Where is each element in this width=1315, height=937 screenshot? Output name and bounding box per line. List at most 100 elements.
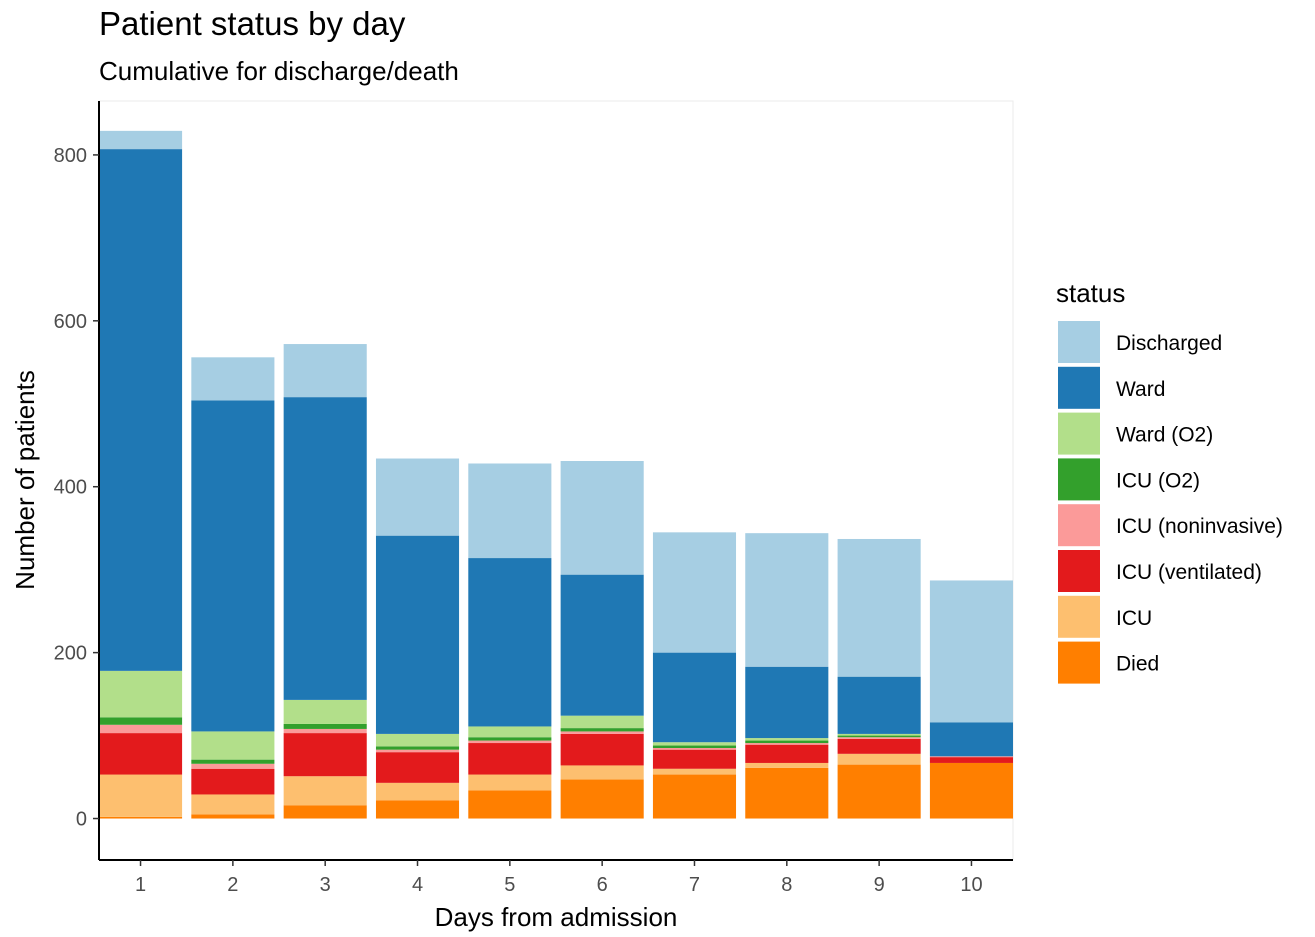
bar-day-1-discharged [99, 130, 183, 150]
bar-day-9-discharged [837, 538, 921, 677]
bar-day-6-discharged [560, 461, 644, 575]
y-tick-label: 600 [54, 311, 87, 333]
bar-day-10-died [929, 762, 1013, 819]
legend-key-icu-ventilated [1058, 550, 1100, 592]
legend-key-icu [1058, 595, 1100, 638]
x-tick-label: 5 [504, 874, 515, 896]
x-tick-label: 4 [412, 874, 423, 896]
legend-label-ward-o2: Ward (O2) [1116, 424, 1213, 447]
bar-day-9-icu-noninvasive [837, 737, 921, 739]
bar-day-7-died [652, 774, 737, 819]
bar-day-4-ward-o2 [375, 733, 460, 747]
bar-day-7-icu-ventilated [652, 749, 737, 769]
bar-day-9-died [837, 764, 921, 819]
bar-day-5-died [468, 790, 552, 819]
bar-day-8-icu-ventilated [745, 744, 829, 763]
bar-day-3-ward-o2 [283, 699, 367, 724]
bar-day-8-died [745, 767, 829, 819]
legend-label-icu-ventilated: ICU (ventilated) [1116, 561, 1262, 584]
bar-day-4-died [375, 800, 460, 819]
bar-day-10-icu-noninvasive [929, 756, 1013, 758]
y-tick-label: 0 [76, 809, 87, 831]
bar-day-6-ward-o2 [560, 715, 644, 729]
x-ticks: 1 2 3 4 5 6 7 8 9 10 [135, 860, 983, 896]
bar-day-2-died [191, 814, 275, 819]
legend-label-ward: Ward [1116, 378, 1165, 401]
bar-day-6-icu [560, 765, 644, 780]
bar-day-7-icu [652, 768, 737, 775]
bar-day-2-ward [191, 400, 275, 732]
x-tick-label: 7 [689, 874, 700, 896]
bar-day-3-icu-o2 [283, 723, 367, 729]
bar-day-7-ward-o2 [652, 742, 737, 746]
x-tick-label: 3 [320, 874, 331, 896]
legend-label-icu-o2: ICU (O2) [1116, 469, 1200, 492]
bar-day-10-icu-ventilated [929, 757, 1013, 763]
bar-day-8-ward-o2 [745, 738, 829, 741]
y-tick-label: 200 [54, 643, 87, 665]
bar-day-6-icu-ventilated [560, 733, 644, 766]
bar-day-8-icu-o2 [745, 740, 829, 744]
bar-day-5-icu-noninvasive [468, 740, 552, 744]
legend: Discharged Ward Ward (O2) ICU (O2) ICU (noni… [1058, 321, 1283, 684]
bar-day-4-discharged [375, 458, 460, 536]
x-tick-label: 2 [227, 874, 238, 896]
legend-key-ward-o2 [1058, 412, 1100, 455]
bar-day-8-ward [745, 666, 829, 739]
bar-day-6-died [560, 779, 644, 819]
bar-day-1-icu-noninvasive [99, 724, 183, 734]
bar-day-2-icu-ventilated [191, 768, 275, 795]
bar-day-4-ward [375, 535, 460, 734]
bar-day-1-icu [99, 774, 183, 817]
legend-label-icu: ICU [1116, 607, 1152, 630]
bar-day-7-discharged [652, 532, 737, 653]
legend-title: status [1056, 278, 1125, 308]
bar-day-9-icu-ventilated [837, 738, 921, 754]
legend-key-icu-o2 [1058, 458, 1100, 501]
x-tick-label: 8 [781, 874, 792, 896]
bar-day-5-icu-ventilated [468, 743, 552, 775]
x-tick-label: 10 [960, 874, 982, 896]
bar-day-10-ward [929, 722, 1013, 757]
bar-day-5-ward-o2 [468, 726, 552, 738]
bar-day-7-ward [652, 652, 737, 743]
x-tick-label: 9 [874, 874, 885, 896]
chart-subtitle: Cumulative for discharge/death [99, 56, 459, 86]
bar-day-1-icu-ventilated [99, 733, 183, 775]
bar-day-5-discharged [468, 463, 552, 559]
legend-label-died: Died [1116, 653, 1159, 676]
bar-day-2-icu-noninvasive [191, 763, 275, 769]
bar-day-3-icu [283, 776, 367, 806]
bar-day-2-discharged [191, 357, 275, 401]
bar-day-6-ward [560, 574, 644, 716]
bar-day-2-icu-o2 [191, 759, 275, 764]
bar-day-8-discharged [745, 533, 829, 667]
bar-day-4-icu-noninvasive [375, 749, 460, 753]
bar-day-1-icu-o2 [99, 717, 183, 725]
bar-day-1-ward [99, 149, 183, 671]
legend-label-discharged: Discharged [1116, 332, 1222, 355]
legend-key-discharged [1058, 321, 1100, 363]
legend-key-died [1058, 641, 1100, 684]
bar-day-7-icu-noninvasive [652, 748, 737, 750]
bar-day-8-icu-noninvasive [745, 743, 829, 745]
bar-day-2-ward-o2 [191, 731, 275, 760]
bar-day-4-icu [375, 782, 460, 801]
bar-day-5-icu-o2 [468, 737, 552, 741]
bar-day-5-ward [468, 558, 552, 727]
legend-key-icu-noninvasive [1058, 504, 1100, 547]
y-axis-title: Number of patients [10, 370, 40, 590]
bar-day-5-icu [468, 774, 552, 791]
bar-day-3-discharged [283, 344, 367, 398]
bar-day-3-icu-noninvasive [283, 728, 367, 734]
x-tick-label: 1 [135, 874, 146, 896]
y-tick-label: 400 [54, 477, 87, 499]
bar-day-7-icu-o2 [652, 745, 737, 749]
bar-day-3-died [283, 805, 367, 819]
y-tick-label: 800 [54, 145, 87, 167]
bar-day-9-ward [837, 676, 921, 734]
bar-day-4-icu-o2 [375, 746, 460, 750]
bar-day-9-icu-o2 [837, 735, 921, 738]
bar-day-3-icu-ventilated [283, 733, 367, 777]
